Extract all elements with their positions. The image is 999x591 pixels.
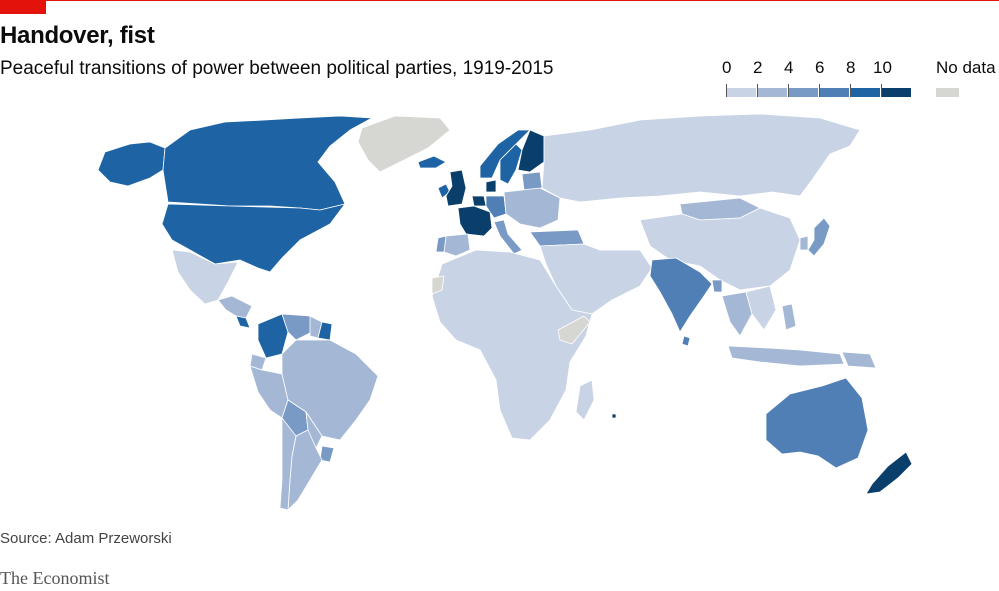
- top-rule: [0, 0, 999, 1]
- region-philippines: [781, 303, 797, 331]
- region-benelux: [471, 195, 487, 207]
- legend-swatch-0: [727, 88, 756, 97]
- region-southeast-asia: [745, 285, 777, 331]
- region-indonesia: [727, 345, 845, 367]
- region-middle-east: [539, 243, 653, 315]
- region-russia: [541, 113, 861, 203]
- region-spain: [443, 233, 471, 257]
- legend-divider: [819, 84, 820, 97]
- legend: 0 2 4 6 8 10 No data: [722, 58, 999, 98]
- legend-tick-2: 2: [753, 58, 763, 77]
- region-italy: [493, 219, 523, 255]
- chart-subtitle: Peaceful transitions of power between po…: [0, 58, 554, 79]
- region-turkey: [529, 229, 585, 247]
- brand-tag: [0, 0, 46, 14]
- region-baltics: [521, 171, 543, 191]
- region-united-kingdom: [445, 169, 467, 207]
- legend-tick-8: 8: [846, 58, 856, 77]
- legend-swatch-1: [758, 88, 787, 97]
- region-chile: [279, 417, 297, 511]
- region-papua-new-guinea: [841, 351, 877, 369]
- legend-tick-0: 0: [722, 58, 732, 77]
- legend-divider: [788, 84, 789, 97]
- region-thailand: [721, 291, 753, 337]
- legend-tick-6: 6: [815, 58, 825, 77]
- legend-swatch-2: [789, 88, 818, 97]
- region-new-zealand: [865, 451, 913, 495]
- region-portugal: [435, 235, 447, 253]
- legend-no-data-swatch: [936, 88, 959, 97]
- chart-title: Handover, fist: [0, 22, 155, 49]
- region-madagascar: [575, 379, 595, 421]
- region-germany: [485, 195, 507, 219]
- legend-tick-4: 4: [784, 58, 794, 77]
- region-denmark: [485, 179, 497, 193]
- region-south-korea: [799, 235, 809, 251]
- legend-no-data-label: No data: [936, 58, 996, 77]
- region-uruguay: [319, 445, 335, 463]
- region-colombia: [257, 313, 289, 359]
- region-bangladesh: [711, 279, 723, 293]
- region-alaska: [97, 141, 166, 187]
- legend-divider: [726, 84, 727, 97]
- region-costa-rica: [235, 315, 251, 329]
- region-sri-lanka: [681, 335, 691, 347]
- region-central-america: [217, 295, 253, 319]
- region-eastern-europe: [503, 187, 561, 229]
- region-australia: [765, 377, 869, 469]
- legend-swatch-5: [882, 88, 911, 97]
- region-united-states: [161, 203, 346, 273]
- region-mexico: [171, 249, 239, 305]
- legend-swatch-4: [851, 88, 880, 97]
- legend-divider: [881, 84, 882, 97]
- region-venezuela: [281, 313, 313, 341]
- region-somalia: [557, 315, 591, 345]
- region-japan: [807, 217, 831, 257]
- region-western-sahara: [431, 275, 445, 295]
- region-africa: [431, 249, 593, 441]
- region-canada: [162, 115, 373, 211]
- brand-logo: The Economist: [0, 568, 110, 588]
- region-sweden: [499, 143, 523, 185]
- region-mauritius: [611, 413, 617, 419]
- world-map: [97, 113, 913, 511]
- legend-divider: [757, 84, 758, 97]
- source-note: Source: Adam Przeworski: [0, 530, 172, 547]
- legend-divider: [850, 84, 851, 97]
- region-greenland: [357, 115, 451, 173]
- region-france: [457, 205, 493, 237]
- region-iceland: [417, 155, 447, 169]
- legend-swatch-3: [820, 88, 849, 97]
- legend-tick-10: 10: [873, 58, 892, 77]
- region-india: [649, 257, 713, 333]
